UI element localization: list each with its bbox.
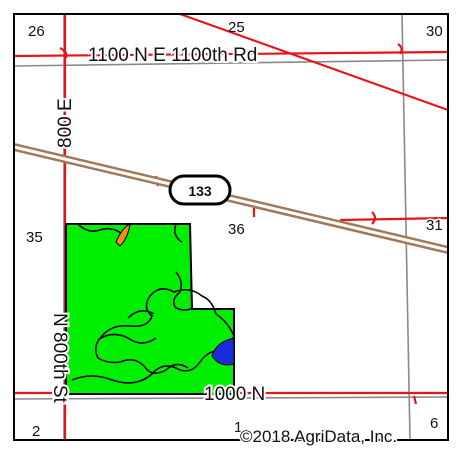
- section-2: 2: [32, 423, 40, 440]
- section-25: 25: [228, 19, 245, 36]
- section-line-south: [13, 396, 449, 400]
- section-1: 1: [234, 419, 242, 436]
- soil-patch-blue: [211, 337, 235, 366]
- shield-number: 133: [188, 183, 212, 199]
- field-boundary: [65, 223, 235, 395]
- shield-outline: [168, 174, 232, 206]
- soil-line-1: [77, 223, 123, 235]
- road-jog-3: [371, 211, 377, 225]
- highway-133: [13, 143, 449, 254]
- soil-line-4: [71, 288, 235, 384]
- soil-line-2: [174, 223, 183, 243]
- highway-shield: 133: [168, 174, 232, 206]
- road-jog-6: [412, 395, 418, 405]
- section-31: 31: [426, 217, 443, 234]
- road-1100-n: [13, 50, 449, 58]
- road-jog-2: [397, 43, 403, 55]
- section-35: 35: [26, 229, 43, 246]
- section-30: 30: [426, 23, 443, 40]
- soil-line-3: [173, 271, 193, 311]
- section-line-north: [13, 59, 449, 67]
- highway-center: [13, 145, 449, 252]
- soil-line-5: [97, 333, 157, 344]
- copyright-credit: ©2018 AgriData, Inc.: [240, 427, 397, 446]
- soil-line-6: [127, 310, 155, 319]
- map-border: [13, 13, 449, 441]
- section-36: 36: [228, 221, 245, 238]
- road-label-west-south: N 800th St: [49, 313, 70, 403]
- road-label-south: 1000 N: [204, 384, 265, 405]
- road-jog-1: [59, 47, 68, 59]
- road-label-north: 1100 N E 1100th Rd: [88, 45, 257, 66]
- section-26: 26: [28, 23, 45, 40]
- soil-boundaries: [71, 223, 235, 384]
- section-line-east: [401, 13, 411, 441]
- road-east-stub: [339, 216, 449, 222]
- section-6: 6: [430, 415, 438, 432]
- soil-patch-orange: [115, 223, 131, 247]
- field-polygon: [65, 223, 235, 395]
- road-diagonal-ne: [179, 12, 449, 112]
- road-label-west-north: 800 E: [55, 98, 76, 148]
